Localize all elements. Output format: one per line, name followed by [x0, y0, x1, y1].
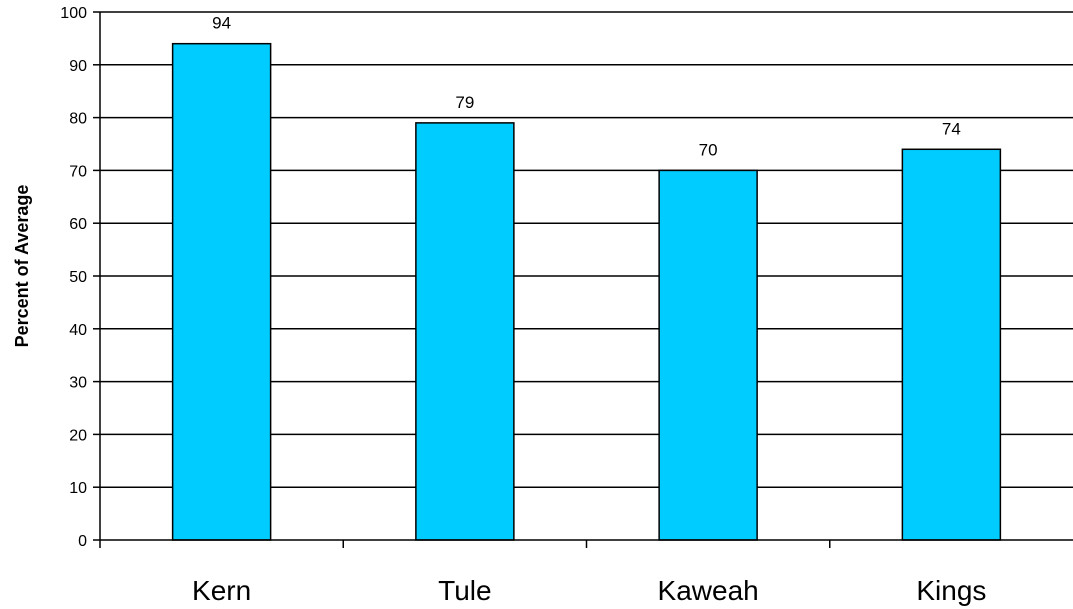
x-category-label: Kings	[916, 575, 986, 606]
y-tick-label: 70	[69, 163, 87, 180]
bar-kings	[901, 148, 1002, 541]
data-label: 94	[212, 14, 231, 33]
axes	[93, 11, 1073, 548]
data-label: 74	[942, 119, 961, 138]
data-label: 79	[455, 93, 474, 112]
labels: 0 10 20 30 40 50 60 70 80 90 100 94 Kern 79 Tule 70 Kawe…	[60, 5, 986, 606]
y-axis-title: Percent of Average	[12, 185, 32, 348]
y-tick-label: 100	[60, 5, 87, 22]
y-tick-label: 20	[69, 427, 87, 444]
bar-kern	[171, 42, 272, 541]
bar-tule	[415, 122, 515, 541]
x-category-label: Tule	[438, 575, 491, 606]
bar-kaweah	[658, 169, 758, 541]
y-tick-label: 90	[69, 58, 87, 75]
y-tick-label: 60	[69, 216, 87, 233]
y-tick-label: 80	[69, 111, 87, 128]
y-tick-label: 40	[69, 322, 87, 339]
x-category-label: Kern	[192, 575, 251, 606]
data-label: 70	[699, 140, 718, 159]
y-tick-label: 0	[78, 533, 87, 550]
y-tick-label: 50	[69, 269, 87, 286]
x-category-label: Kaweah	[658, 575, 759, 606]
y-tick-label: 10	[69, 480, 87, 497]
y-tick-label: 30	[69, 375, 87, 392]
